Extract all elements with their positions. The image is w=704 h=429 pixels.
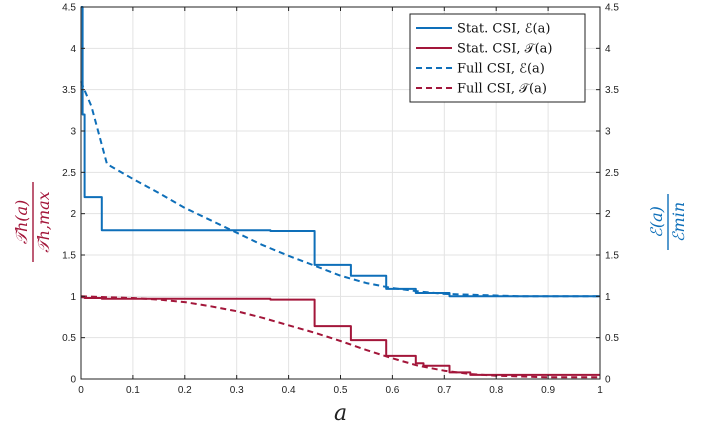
y-tick-label-left: 2 (70, 209, 76, 220)
y-tick-label-right: 3 (605, 127, 611, 138)
x-tick-label: 0.1 (126, 385, 140, 396)
series-line-4 (80, 295, 600, 379)
y-tick-label-right: 1.5 (605, 251, 619, 262)
series-line-3 (80, 81, 600, 298)
y-axis-label-left: 𝒯h(a) 𝒯h,max (12, 182, 53, 262)
legend-label: Stat. CSI, ℰ(a) (457, 22, 550, 37)
y-tick-label-right: 4 (605, 44, 611, 55)
legend-label: Stat. CSI, 𝒯(a) (457, 42, 552, 57)
y-tick-label-right: 0.5 (605, 333, 619, 344)
y-tick-label-right: 4.5 (605, 3, 619, 14)
y-tick-label-left: 1 (70, 292, 76, 303)
x-tick-label: 0.2 (178, 385, 192, 396)
y-axis-label-right: ℰ(a) ℰmin (647, 194, 688, 250)
y-tick-label-right: 3.5 (605, 85, 619, 96)
legend-label: Full CSI, 𝒯(a) (457, 82, 547, 97)
y-tick-label-right: 0 (605, 375, 611, 386)
y-tick-label-left: 1.5 (62, 251, 76, 262)
x-tick-label: 0.7 (437, 385, 451, 396)
series-layer (80, 6, 600, 379)
y-tick-label-left: 2.5 (62, 168, 76, 179)
series-line-2 (81, 296, 600, 376)
x-axis-label: a (334, 401, 347, 426)
y-tick-label-right: 1 (605, 292, 611, 303)
ticks: 0 0.1 0.2 0.3 0.4 0.5 0.6 0.7 0.8 0.9 10 00.5 0.51 11… (62, 3, 619, 397)
y-axis-label-right-numerator: ℰ(a) (647, 206, 666, 238)
y-tick-label-right: 2 (605, 209, 611, 220)
grid (81, 7, 600, 379)
series-line-1 (81, 6, 600, 298)
y-tick-label-left: 4 (70, 44, 76, 55)
y-tick-label-left: 0.5 (62, 333, 76, 344)
x-tick-label: 0.4 (282, 385, 296, 396)
x-tick-label: 1 (597, 385, 603, 396)
y-axis-label-left-numerator: 𝒯h(a) (12, 200, 31, 245)
y-tick-label-left: 3.5 (62, 85, 76, 96)
x-tick-label: 0.3 (230, 385, 244, 396)
x-tick-label: 0.8 (489, 385, 503, 396)
legend: Stat. CSI, ℰ(a) Stat. CSI, 𝒯(a) Full CSI, … (409, 13, 586, 103)
x-tick-label: 0.9 (541, 385, 555, 396)
y-tick-label-left: 0 (70, 375, 76, 386)
y-tick-label-left: 4.5 (62, 3, 76, 14)
y-axis-label-right-denominator: ℰmin (669, 202, 688, 242)
legend-label: Full CSI, ℰ(a) (457, 62, 545, 77)
x-tick-label: 0.6 (385, 385, 399, 396)
y-tick-label-left: 3 (70, 127, 76, 138)
x-tick-label: 0.5 (334, 385, 348, 396)
y-axis-label-left-denominator: 𝒯h,max (34, 191, 53, 252)
y-tick-label-right: 2.5 (605, 168, 619, 179)
x-tick-label: 0 (78, 385, 84, 396)
